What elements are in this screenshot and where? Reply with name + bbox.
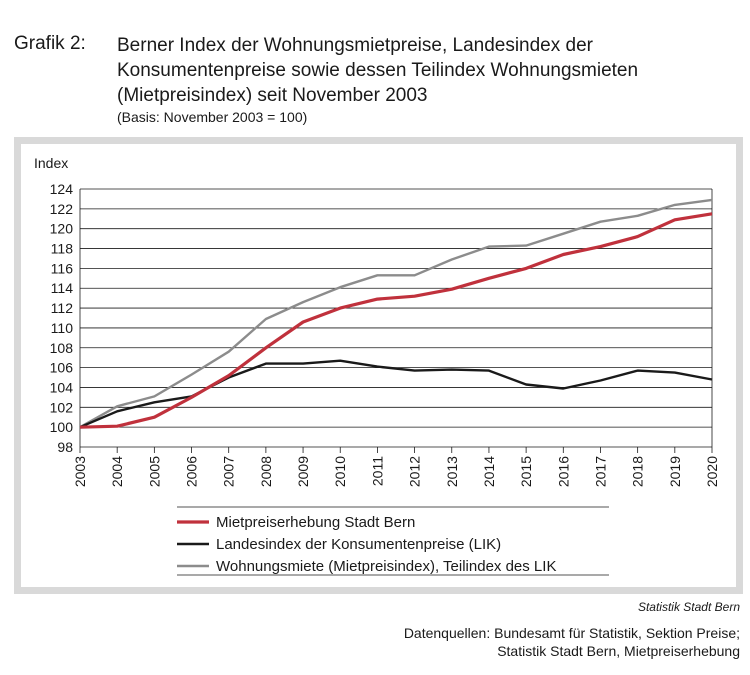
y-tick-label: 120: [50, 221, 74, 237]
source-line: Statistik Stadt Bern, Mietpreiserhebung: [497, 643, 740, 659]
x-tick-label: 2007: [221, 456, 237, 487]
y-tick-label: 124: [50, 181, 74, 197]
x-tick-label: 2015: [518, 456, 534, 487]
y-tick-label: 100: [50, 419, 74, 435]
source-note: Datenquellen: Bundesamt für Statistik, S…: [404, 624, 740, 660]
x-tick-label: 2016: [555, 456, 571, 487]
y-axis-label: Index: [34, 155, 68, 171]
source-line: Datenquellen: Bundesamt für Statistik, S…: [403, 625, 740, 641]
y-tick-label: 108: [50, 340, 74, 356]
x-tick-label: 2011: [369, 456, 385, 486]
legend-label: Landesindex der Konsumentenpreise (LIK): [216, 536, 501, 553]
y-tick-label: 102: [50, 399, 74, 415]
x-tick-label: 2013: [444, 456, 460, 487]
y-tick-label: 112: [51, 300, 74, 316]
x-tick-label: 2005: [146, 456, 162, 487]
x-tick-label: 2019: [667, 456, 683, 487]
y-tick-label: 98: [57, 439, 73, 455]
x-tick-label: 2012: [407, 456, 423, 487]
x-tick-label: 2003: [72, 456, 88, 487]
y-tick-label: 118: [51, 241, 74, 257]
x-tick-label: 2017: [592, 456, 608, 487]
credit-text: Statistik Stadt Bern: [637, 600, 740, 614]
legend-label: Mietpreiserhebung Stadt Bern: [216, 514, 415, 531]
y-tick-label: 116: [51, 260, 74, 276]
y-tick-label: 122: [50, 201, 74, 217]
chart-subtitle: (Basis: November 2003 = 100): [117, 109, 308, 125]
x-tick-label: 2008: [258, 456, 274, 487]
chart-frame: Index 98 100 102 104 106 108 110 112 114 116 118 120…: [14, 137, 743, 594]
series-line: [79, 198, 713, 429]
figure-label: Grafik 2:: [14, 33, 86, 54]
chart-title-line: Berner Index der Wohnungsmietpreise, Lan…: [117, 35, 593, 56]
x-tick-label: 2020: [704, 456, 720, 487]
line-chart: Index 98 100 102 104 106 108 110 112 114 116 118 120…: [34, 155, 720, 576]
legend-label: Wohnungsmiete (Mietpreisindex), Teilinde…: [216, 558, 556, 575]
x-tick-label: 2010: [332, 456, 348, 487]
x-tick-label: 2006: [184, 456, 200, 487]
series-line: [79, 212, 713, 429]
y-tick-label: 114: [51, 280, 74, 296]
chart-title: Berner Index der Wohnungsmietpreise, Lan…: [117, 33, 737, 108]
y-tick-label: 106: [50, 360, 74, 376]
x-tick-label: 2018: [630, 456, 646, 487]
x-tick-label: 2004: [109, 456, 125, 487]
y-tick-label: 104: [50, 379, 74, 395]
chart-title-line: (Mietpreisindex) seit November 2003: [117, 85, 428, 106]
series-line: [79, 359, 713, 429]
chart-panel: [21, 144, 736, 587]
y-tick-label: 110: [51, 320, 74, 336]
x-tick-label: 2009: [295, 456, 311, 487]
x-tick-label: 2014: [481, 456, 497, 487]
chart-title-line: Konsumentenpreise sowie dessen Teilindex…: [117, 60, 639, 81]
